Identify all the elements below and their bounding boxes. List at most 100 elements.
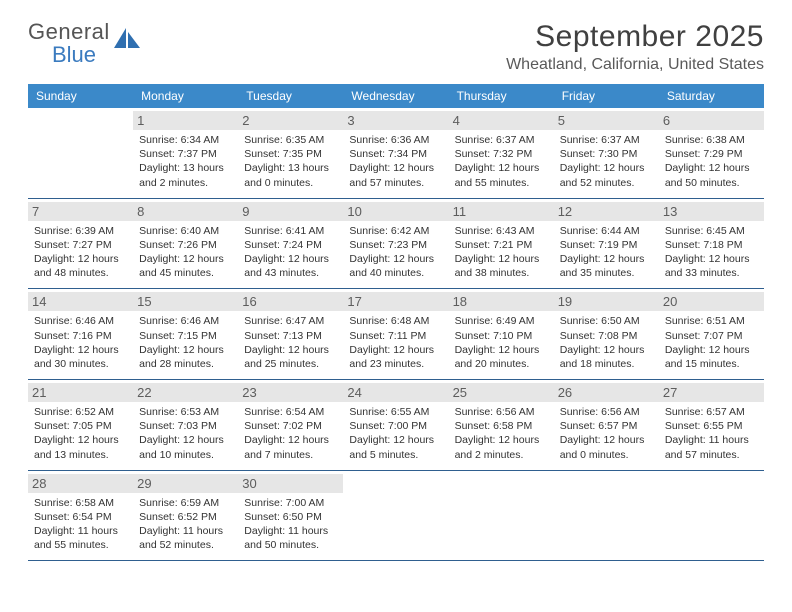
sunset-line: Sunset: 7:37 PM	[139, 147, 234, 161]
daylight-line: Daylight: 13 hours and 2 minutes.	[139, 161, 234, 189]
sunset-line: Sunset: 6:58 PM	[455, 419, 550, 433]
day-cell: 14Sunrise: 6:46 AMSunset: 7:16 PMDayligh…	[28, 289, 133, 379]
day-number: 19	[554, 292, 659, 311]
day-cell: 3Sunrise: 6:36 AMSunset: 7:34 PMDaylight…	[343, 108, 448, 198]
day-number: 7	[28, 202, 133, 221]
sail-icon	[112, 26, 142, 50]
sunrise-line: Sunrise: 6:49 AM	[455, 314, 550, 328]
sunset-line: Sunset: 7:15 PM	[139, 329, 234, 343]
day-number: 28	[28, 474, 133, 493]
day-cell: 21 Sunrise: 6:52 AMSunset: 7:05 PMDayligh…	[28, 380, 133, 470]
sunrise-line: Sunrise: 6:38 AM	[665, 133, 760, 147]
brand-text: General Blue	[28, 20, 110, 66]
sunrise-line: Sunrise: 6:59 AM	[139, 496, 234, 510]
sunset-line: Sunset: 7:29 PM	[665, 147, 760, 161]
week-row: 7 Sunrise: 6:39 AMSunset: 7:27 PM Daylight…	[28, 199, 764, 290]
sunset-line: Sunset: 6:57 PM	[560, 419, 655, 433]
sunrise-line: Sunrise: 6:55 AM	[349, 405, 444, 419]
sunrise-line: Sunrise: 6:48 AM	[349, 314, 444, 328]
daylight-line: Daylight: 12 hours and 43 minutes.	[244, 252, 339, 280]
week-row: 14Sunrise: 6:46 AMSunset: 7:16 PMDayligh…	[28, 289, 764, 380]
sunset-line: Sunset: 7:27 PM	[34, 238, 129, 252]
sunrise-line: Sunrise: 6:37 AM	[560, 133, 655, 147]
sunset-line: Sunset: 7:24 PM	[244, 238, 339, 252]
day-header: Monday	[133, 84, 238, 108]
day-cell: 11Sunrise: 6:43 AMSunset: 7:21 PMDayligh…	[449, 199, 554, 289]
sunset-line: Sunset: 6:52 PM	[139, 510, 234, 524]
sunset-line: Sunset: 7:35 PM	[244, 147, 339, 161]
daylight-line: Daylight: 12 hours and 5 minutes.	[349, 433, 444, 461]
day-cell: 25Sunrise: 6:56 AMSunset: 6:58 PMDayligh…	[449, 380, 554, 470]
sunrise-line: Sunrise: 6:39 AM	[34, 224, 129, 238]
month-title: September 2025	[506, 20, 764, 54]
day-cell: 2Sunrise: 6:35 AMSunset: 7:35 PMDaylight…	[238, 108, 343, 198]
day-number: 4	[449, 111, 554, 130]
sunrise-line: Sunrise: 6:54 AM	[244, 405, 339, 419]
day-cell: 24Sunrise: 6:55 AMSunset: 7:00 PMDayligh…	[343, 380, 448, 470]
brand-logo: General Blue	[28, 20, 142, 66]
day-cell: 27Sunrise: 6:57 AMSunset: 6:55 PMDayligh…	[659, 380, 764, 470]
day-number: 24	[343, 383, 448, 402]
empty-cell	[554, 471, 659, 561]
day-number: 11	[449, 202, 554, 221]
brand-line2: Blue	[28, 43, 110, 66]
sunrise-line: Sunrise: 7:00 AM	[244, 496, 339, 510]
sunset-line: Sunset: 7:13 PM	[244, 329, 339, 343]
sunset-line: Sunset: 7:08 PM	[560, 329, 655, 343]
daylight-line: Daylight: 12 hours and 18 minutes.	[560, 343, 655, 371]
sunset-line: Sunset: 6:54 PM	[34, 510, 129, 524]
daylight-line: Daylight: 12 hours and 33 minutes.	[665, 252, 760, 280]
empty-cell	[449, 471, 554, 561]
day-number: 10	[343, 202, 448, 221]
daylight-line: Daylight: 13 hours and 0 minutes.	[244, 161, 339, 189]
day-cell: 17Sunrise: 6:48 AMSunset: 7:11 PMDayligh…	[343, 289, 448, 379]
day-number: 22	[133, 383, 238, 402]
daylight-line: Daylight: 12 hours and 55 minutes.	[455, 161, 550, 189]
sunset-line: Sunset: 6:55 PM	[665, 419, 760, 433]
sunrise-line: Sunrise: 6:37 AM	[455, 133, 550, 147]
day-number: 30	[238, 474, 343, 493]
day-number: 16	[238, 292, 343, 311]
sunrise-line: Sunrise: 6:51 AM	[665, 314, 760, 328]
day-cell: 5Sunrise: 6:37 AMSunset: 7:30 PMDaylight…	[554, 108, 659, 198]
brand-line1: General	[28, 20, 110, 43]
sunset-line: Sunset: 7:05 PM	[34, 419, 129, 433]
sunrise-line: Sunrise: 6:34 AM	[139, 133, 234, 147]
day-cell: 22Sunrise: 6:53 AMSunset: 7:03 PMDayligh…	[133, 380, 238, 470]
day-number: 21	[28, 383, 133, 402]
day-header: Thursday	[449, 84, 554, 108]
day-number: 9	[238, 202, 343, 221]
sunrise-line: Sunrise: 6:35 AM	[244, 133, 339, 147]
daylight-line: Daylight: 12 hours and 13 minutes.	[34, 433, 129, 461]
day-cell: 6Sunrise: 6:38 AMSunset: 7:29 PMDaylight…	[659, 108, 764, 198]
sunrise-line: Sunrise: 6:52 AM	[34, 405, 129, 419]
day-cell: 15Sunrise: 6:46 AMSunset: 7:15 PMDayligh…	[133, 289, 238, 379]
day-cell: 13Sunrise: 6:45 AMSunset: 7:18 PMDayligh…	[659, 199, 764, 289]
sunset-line: Sunset: 6:50 PM	[244, 510, 339, 524]
empty-cell	[659, 471, 764, 561]
daylight-line: Daylight: 12 hours and 15 minutes.	[665, 343, 760, 371]
sunset-line: Sunset: 7:07 PM	[665, 329, 760, 343]
day-headers-row: SundayMondayTuesdayWednesdayThursdayFrid…	[28, 84, 764, 108]
daylight-line: Daylight: 11 hours and 50 minutes.	[244, 524, 339, 552]
daylight-line: Daylight: 12 hours and 23 minutes.	[349, 343, 444, 371]
daylight-line: Daylight: 11 hours and 55 minutes.	[34, 524, 129, 552]
sunset-line: Sunset: 7:26 PM	[139, 238, 234, 252]
sunrise-line: Sunrise: 6:44 AM	[560, 224, 655, 238]
calendar-page: General Blue September 2025 Wheatland, C…	[0, 0, 792, 581]
day-cell: 20Sunrise: 6:51 AMSunset: 7:07 PMDayligh…	[659, 289, 764, 379]
empty-cell	[28, 108, 133, 198]
sunset-line: Sunset: 7:23 PM	[349, 238, 444, 252]
week-row: 21Sunrise: 6:52 AMSunset: 7:05 PMDayligh…	[28, 380, 764, 471]
daylight-line: Daylight: 12 hours and 25 minutes.	[244, 343, 339, 371]
daylight-line: Daylight: 12 hours and 57 minutes.	[349, 161, 444, 189]
daylight-line: Daylight: 11 hours and 57 minutes.	[665, 433, 760, 461]
day-header: Friday	[554, 84, 659, 108]
day-number: 5	[554, 111, 659, 130]
sunset-line: Sunset: 7:19 PM	[560, 238, 655, 252]
day-cell: 9Sunrise: 6:41 AMSunset: 7:24 PMDaylight…	[238, 199, 343, 289]
day-header: Tuesday	[238, 84, 343, 108]
daylight-line: Daylight: 12 hours and 0 minutes.	[560, 433, 655, 461]
sunset-line: Sunset: 7:03 PM	[139, 419, 234, 433]
weeks-container: 1Sunrise: 6:34 AMSunset: 7:37 PMDaylight…	[28, 108, 764, 561]
